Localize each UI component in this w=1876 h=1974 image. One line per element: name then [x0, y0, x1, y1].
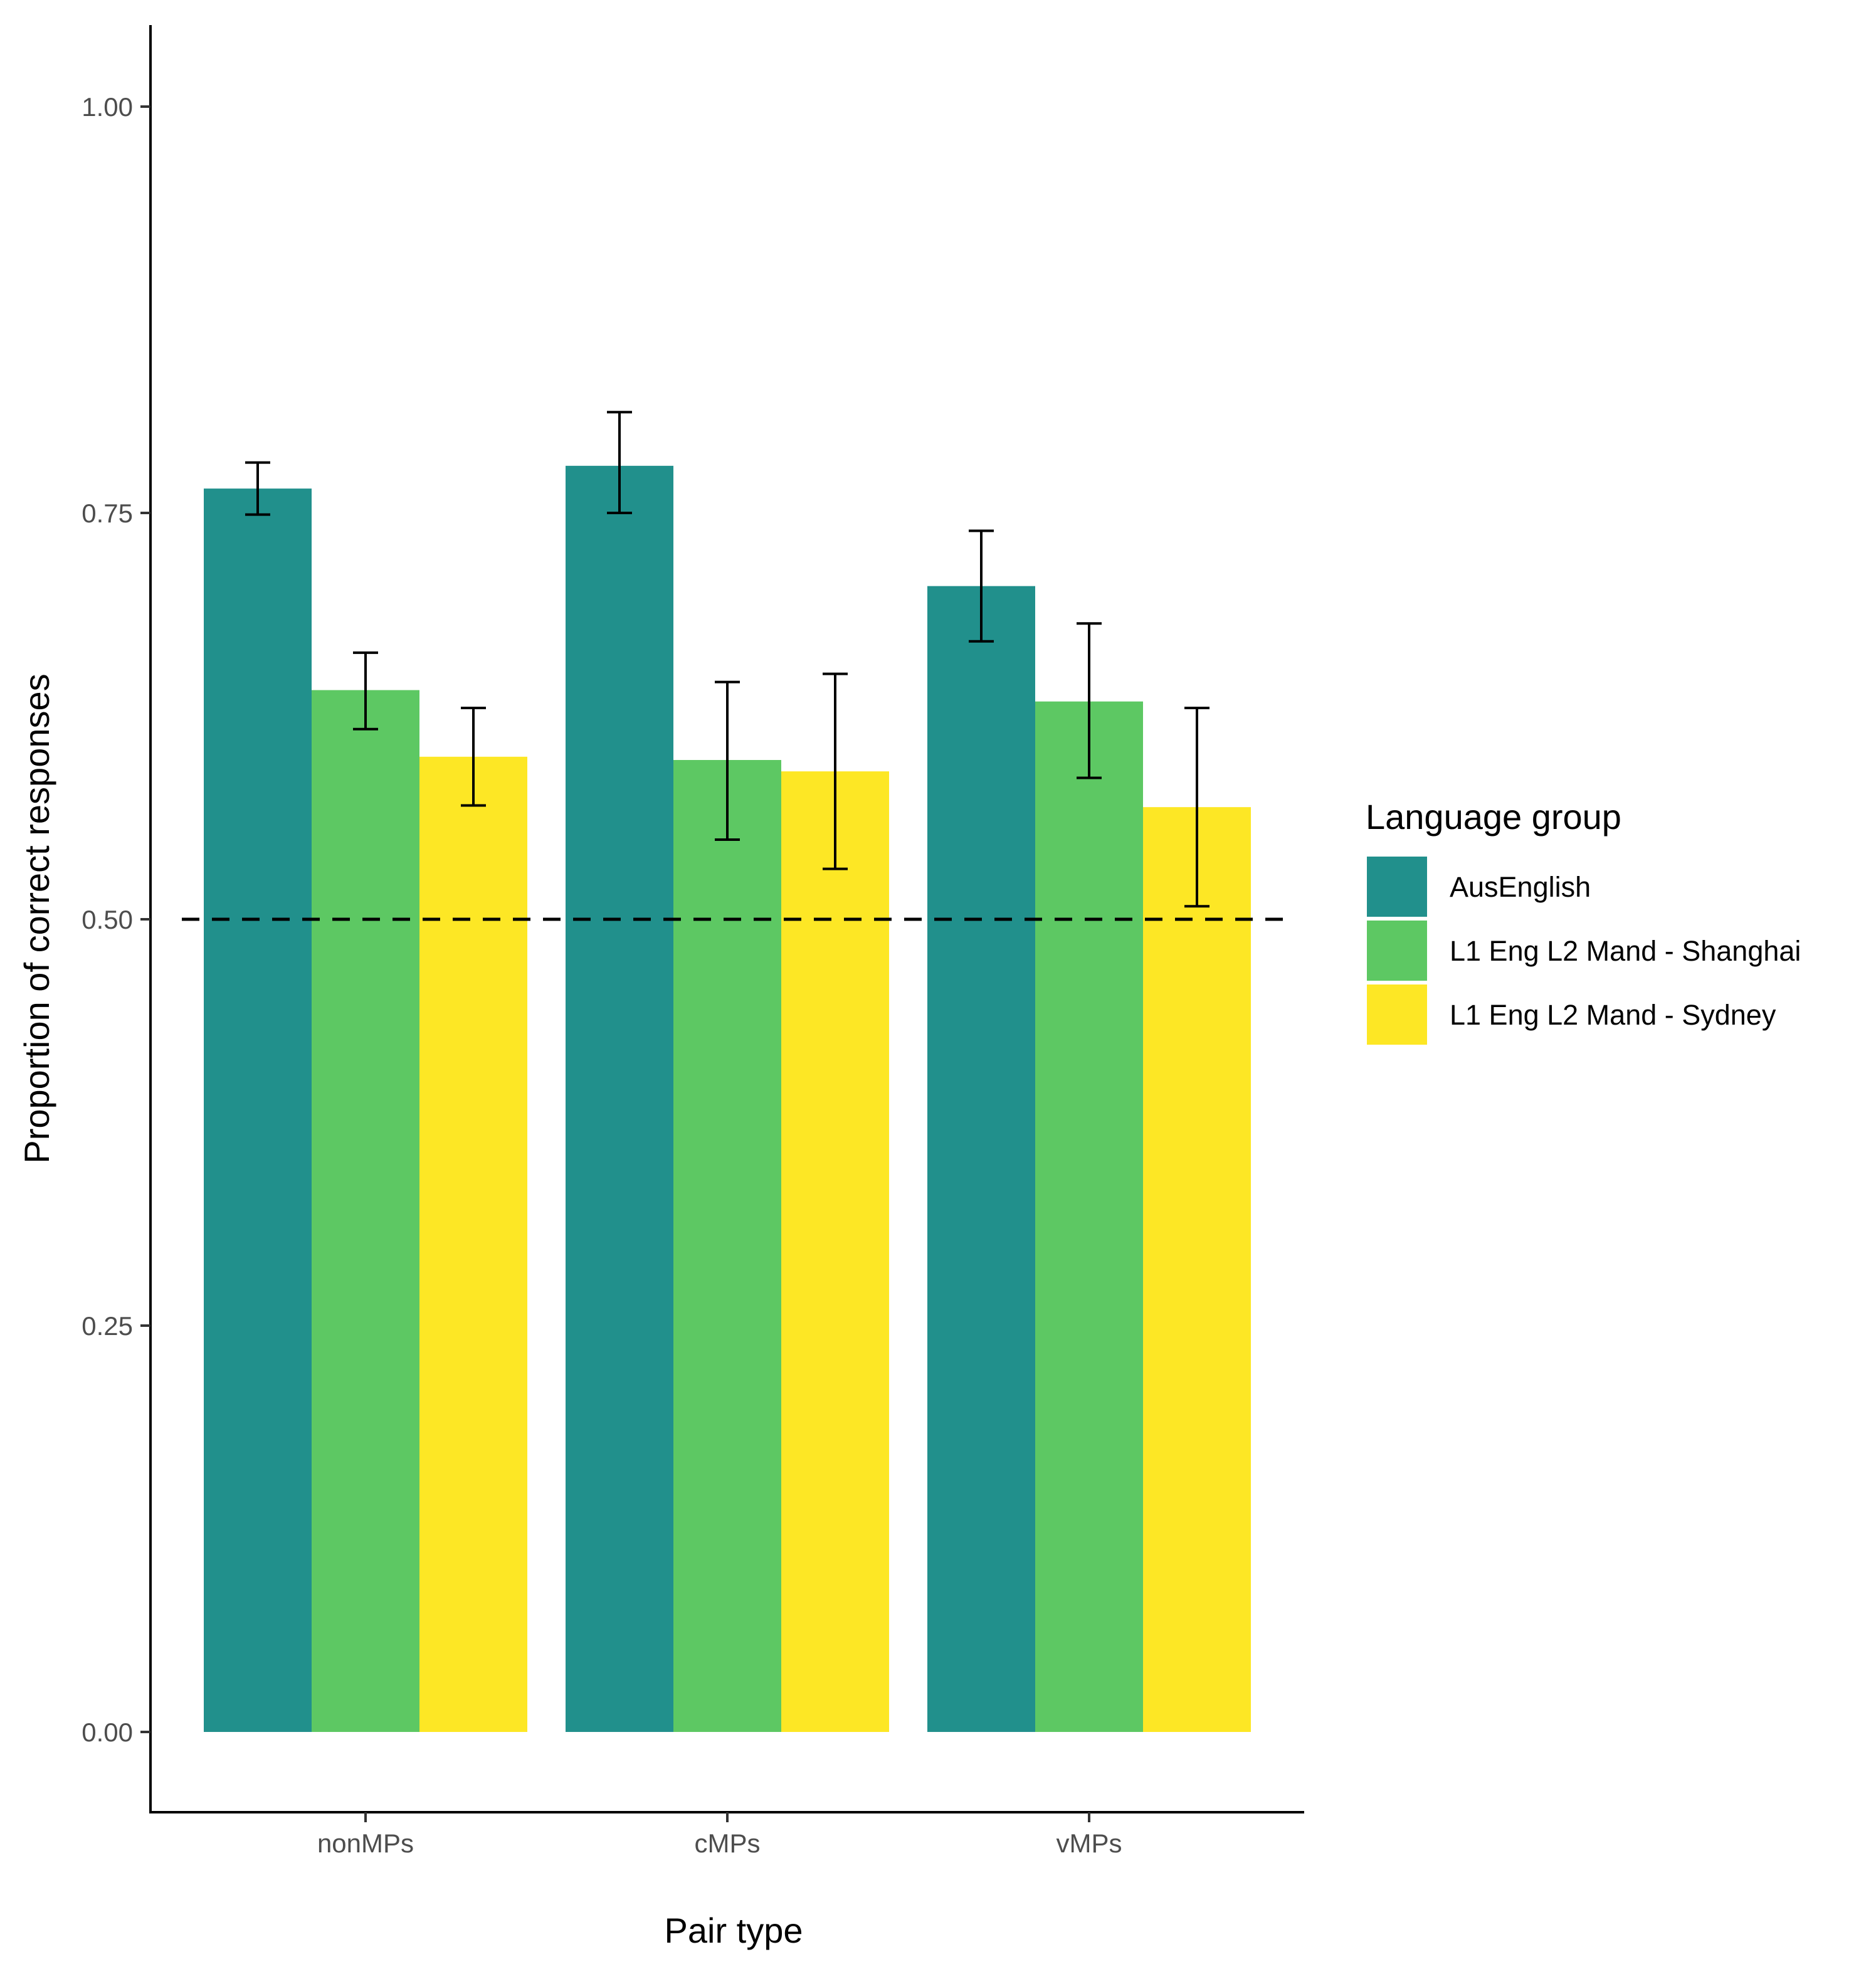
error-bar-nonMPs-1 [353, 651, 378, 731]
legend-item: L1 Eng L2 Mand - Shanghai [1367, 921, 1801, 981]
legend-swatch [1367, 857, 1427, 917]
y-tick-label: 0.75 [82, 499, 133, 528]
error-bar-vMPs-0 [969, 529, 994, 643]
legend-title: Language group [1366, 797, 1621, 837]
error-bar-cMPs-2 [823, 672, 848, 870]
bar-nonMPs-0 [204, 488, 312, 1732]
bar-cMPs-1 [673, 759, 781, 1732]
error-bar-vMPs-1 [1077, 622, 1102, 779]
x-tick-label: cMPs [695, 1829, 761, 1858]
error-bar-cMPs-1 [715, 680, 740, 841]
bar-nonMPs-1 [312, 690, 419, 1732]
legend-label: AusEnglish [1450, 871, 1591, 903]
x-tick-label: nonMPs [317, 1829, 414, 1858]
legend-swatch [1367, 984, 1427, 1045]
error-bars-layer [245, 411, 1209, 908]
y-tick-label: 0.25 [82, 1311, 133, 1341]
x-ticks-layer: nonMPs cMPs vMPs [317, 1812, 1122, 1858]
bars-layer [204, 465, 1251, 1732]
legend-item: AusEnglish [1367, 857, 1591, 917]
legend-items: AusEnglish L1 Eng L2 Mand - Shanghai L1 En… [1367, 857, 1801, 1045]
error-bar-nonMPs-0 [245, 461, 270, 516]
legend-label: L1 Eng L2 Mand - Shanghai [1450, 935, 1801, 967]
error-bar-cMPs-0 [607, 411, 632, 514]
bar-cMPs-2 [781, 771, 889, 1732]
error-bar-nonMPs-2 [461, 707, 486, 807]
bar-vMPs-0 [927, 586, 1035, 1732]
y-tick-label: 0.50 [82, 905, 133, 934]
legend: Language group AusEnglish L1 Eng L2 Mand … [1366, 797, 1801, 1045]
x-axis-title: Pair type [665, 1911, 803, 1950]
bar-vMPs-2 [1143, 807, 1251, 1732]
bar-cMPs-0 [566, 465, 673, 1732]
x-tick-label: vMPs [1057, 1829, 1122, 1858]
bar-nonMPs-2 [419, 756, 527, 1732]
y-ticks-layer: 0.00 0.25 0.50 0.75 1.00 [82, 92, 150, 1747]
legend-swatch [1367, 921, 1427, 981]
legend-item: L1 Eng L2 Mand - Sydney [1367, 984, 1776, 1045]
y-tick-label: 1.00 [82, 92, 133, 122]
legend-label: L1 Eng L2 Mand - Sydney [1450, 999, 1776, 1031]
bar-vMPs-1 [1035, 701, 1143, 1732]
error-bar-vMPs-2 [1184, 707, 1209, 908]
y-axis-title: Proportion of correct responses [17, 673, 56, 1163]
y-tick-label: 0.00 [82, 1718, 133, 1747]
